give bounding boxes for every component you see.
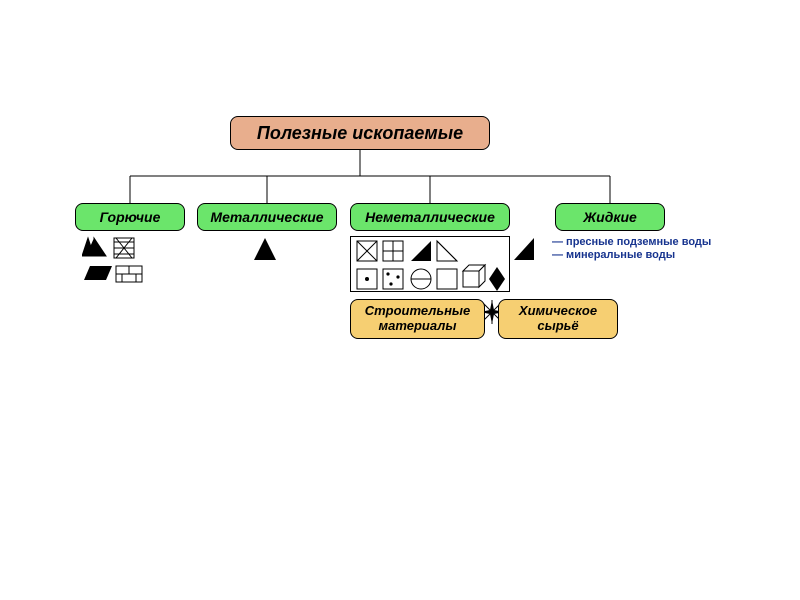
category-nemetal: Неметаллические — [350, 203, 510, 231]
subcategory-label: Строительные материалы — [365, 304, 471, 334]
icons-nemetal-box — [350, 236, 510, 292]
category-zhidkie: Жидкие — [555, 203, 665, 231]
category-label: Неметаллические — [365, 209, 495, 225]
annotation-fresh-water: — пресные подземные воды — [552, 236, 711, 248]
category-label: Горючие — [100, 209, 161, 225]
annotation-text: — пресные подземные воды — [552, 236, 711, 248]
category-label: Металлические — [210, 209, 323, 225]
category-metal: Металлические — [197, 203, 337, 231]
diagram-canvas: { "type": "tree", "background_color": "#… — [0, 0, 800, 600]
subcategory-stroit: Строительные материалы — [350, 299, 485, 339]
icons-goruchie — [82, 236, 152, 291]
root-label: Полезные ископаемые — [257, 123, 463, 144]
annotation-mineral-water: — минеральные воды — [552, 249, 675, 261]
category-goruchie: Горючие — [75, 203, 185, 231]
subcategory-khim: Химическое сырьё — [498, 299, 618, 339]
category-label: Жидкие — [583, 209, 637, 225]
subcategory-label: Химическое сырьё — [519, 304, 597, 334]
root-node: Полезные ископаемые — [230, 116, 490, 150]
annotation-text: — минеральные воды — [552, 249, 675, 261]
icons-nemetal-extra — [512, 236, 550, 267]
icons-metal — [250, 236, 280, 267]
